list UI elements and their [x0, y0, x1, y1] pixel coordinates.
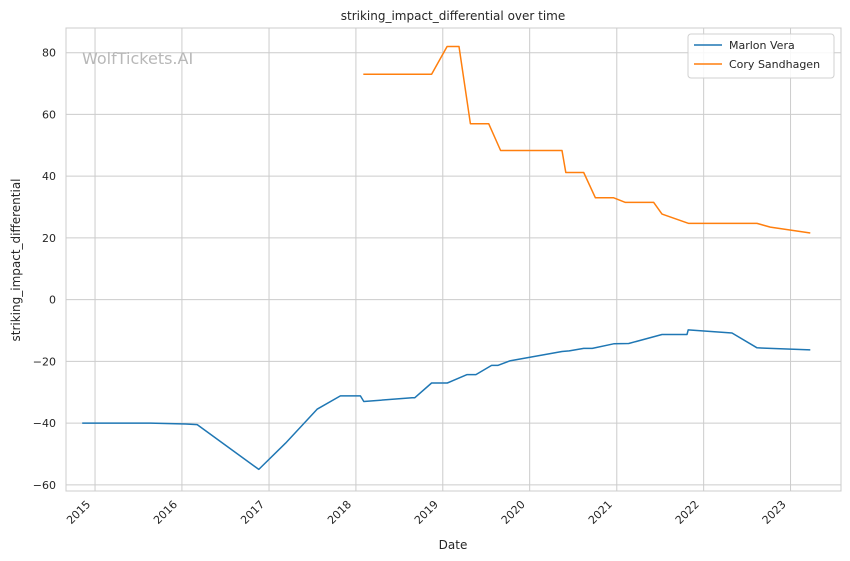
- watermark: WolfTickets.AI: [82, 49, 193, 68]
- y-tick-label: 20: [42, 232, 56, 245]
- series-line-cory-sandhagen: [363, 45, 811, 234]
- y-tick-label: 60: [42, 108, 56, 121]
- series-line-marlon-vera: [82, 329, 811, 471]
- legend-box: [687, 33, 835, 79]
- y-tick-label: 80: [42, 47, 56, 60]
- y-axis-label: striking_impact_differential: [9, 178, 23, 341]
- legend: Marlon Vera Cory Sandhagen: [687, 33, 835, 79]
- x-axis-label: Date: [439, 538, 468, 552]
- y-tick-label: 40: [42, 170, 56, 183]
- y-tick-label: 0: [49, 294, 56, 307]
- y-tick-label: −40: [33, 417, 56, 430]
- series-lines: [82, 45, 811, 471]
- y-tick-label: −60: [33, 479, 56, 492]
- legend-entry: Marlon Vera: [729, 39, 795, 52]
- y-tick-label: −20: [33, 355, 56, 368]
- grid: [66, 28, 841, 491]
- plot-area-frame: [65, 27, 842, 492]
- legend-entry: Cory Sandhagen: [729, 58, 820, 71]
- chart-title: striking_impact_differential over time: [341, 9, 566, 23]
- y-axis-ticks: −60 −40 −20 0 20 40 60 80: [33, 47, 56, 492]
